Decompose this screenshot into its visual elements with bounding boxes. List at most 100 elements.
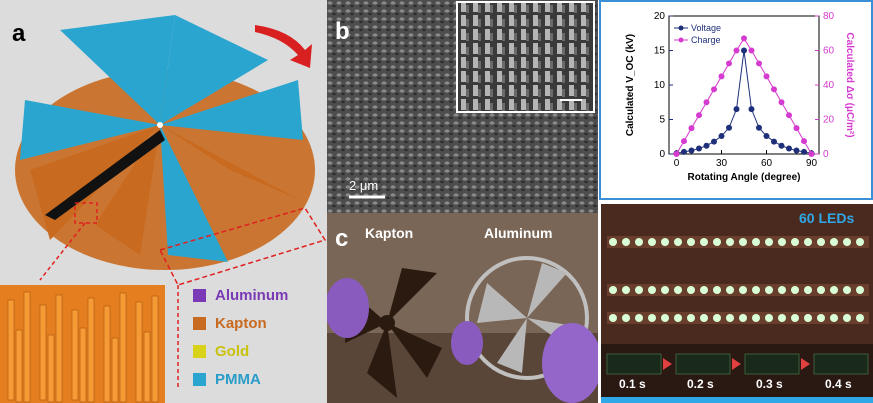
led-light <box>739 314 747 322</box>
arrow-right-icon <box>732 358 741 370</box>
led-light <box>765 286 773 294</box>
led-light <box>687 286 695 294</box>
led-strip <box>607 312 869 324</box>
y-right-axis-title: Calculated Δσ (μC/m²) <box>844 32 855 137</box>
panel-c-device-photo: c Kapton Aluminum <box>327 213 598 403</box>
led-light <box>674 286 682 294</box>
y-right-tick-label: 80 <box>823 11 835 22</box>
y-right-tick-label: 40 <box>823 80 835 91</box>
panel-e-led-photo: 60 LEDs 0.1 s 0.2 s 0.3 s 0.4 s <box>601 204 873 403</box>
legend-marker-charge <box>678 37 684 43</box>
y-left-tick-label: 5 <box>659 115 665 126</box>
led-light <box>700 314 708 322</box>
data-point-charge <box>673 151 680 157</box>
legend-gold: Gold <box>215 343 250 360</box>
data-point-charge <box>711 86 717 93</box>
series-line-voltage <box>676 50 812 154</box>
led-light <box>674 238 682 246</box>
panel-b-sem-image: b 2 μm <box>327 0 598 213</box>
data-point-charge <box>763 73 770 80</box>
data-point-charge <box>801 138 807 145</box>
led-light <box>661 286 669 294</box>
data-point-charge <box>771 86 777 93</box>
led-count-label: 60 LEDs <box>799 210 855 226</box>
data-point-charge <box>696 112 702 119</box>
led-light <box>830 238 838 246</box>
led-light <box>752 286 760 294</box>
rotary-disk-schematic <box>0 15 327 403</box>
led-light <box>843 314 851 322</box>
led-light <box>687 314 695 322</box>
led-light <box>778 238 786 246</box>
x-tick-label: 0 <box>674 158 680 169</box>
panel-label-c: c <box>335 225 349 252</box>
y-left-tick-label: 10 <box>654 80 666 91</box>
led-light <box>661 238 669 246</box>
legend-kapton: Kapton <box>215 315 267 332</box>
led-light <box>856 314 864 322</box>
led-light <box>856 238 864 246</box>
led-light <box>674 314 682 322</box>
led-board-drawing <box>601 204 873 403</box>
led-light <box>804 238 812 246</box>
led-light <box>739 286 747 294</box>
data-point-voltage <box>696 145 702 152</box>
gold-swatch <box>193 345 206 358</box>
led-light <box>648 286 656 294</box>
y-right-tick-label: 60 <box>823 46 835 57</box>
data-point-voltage <box>786 145 792 152</box>
data-point-voltage <box>733 106 740 113</box>
x-tick-label: 30 <box>716 158 728 169</box>
data-point-charge <box>718 73 725 80</box>
led-light <box>726 238 734 246</box>
data-point-voltage <box>726 124 732 131</box>
y-left-tick-label: 0 <box>659 149 665 160</box>
data-point-charge <box>688 125 695 132</box>
led-light <box>713 238 721 246</box>
led-light <box>635 314 643 322</box>
kapton-caption: Kapton <box>365 225 414 241</box>
panel-label-a: a <box>12 20 26 47</box>
data-point-voltage <box>793 147 800 154</box>
led-light <box>635 238 643 246</box>
led-light <box>726 314 734 322</box>
arrow-right-icon <box>663 358 672 370</box>
aluminum-caption: Aluminum <box>484 225 553 241</box>
led-light <box>830 286 838 294</box>
data-point-voltage <box>711 138 717 145</box>
sem-texture <box>327 0 598 213</box>
led-light <box>752 238 760 246</box>
led-light <box>817 286 825 294</box>
frame-thumbnail <box>606 353 662 375</box>
arrow-right-icon <box>801 358 810 370</box>
frame-thumbnail <box>675 353 731 375</box>
led-light <box>648 238 656 246</box>
data-point-charge <box>756 60 762 67</box>
data-point-charge <box>748 47 755 54</box>
data-point-charge <box>741 35 747 42</box>
data-point-voltage <box>778 142 785 149</box>
panel-a-device-schematic: a Aluminum Kapton Gold PMMA <box>0 0 327 403</box>
y-left-tick-label: 20 <box>654 11 666 22</box>
led-light <box>726 286 734 294</box>
rotation-arrow-icon <box>255 25 312 68</box>
led-light <box>765 238 773 246</box>
led-light <box>817 238 825 246</box>
led-light <box>739 238 747 246</box>
led-light <box>856 286 864 294</box>
panel-d-chart: 0 30 60 90 0 5 10 15 20 0 20 40 60 80 Rotating Angle (… <box>599 0 873 200</box>
time-label-4: 0.4 s <box>825 377 852 391</box>
led-light <box>817 314 825 322</box>
panel-label-b: b <box>335 18 350 45</box>
led-light <box>843 286 851 294</box>
led-light <box>804 286 812 294</box>
led-light <box>830 314 838 322</box>
data-point-voltage <box>681 148 687 155</box>
y-right-tick-label: 0 <box>823 149 829 160</box>
led-strip <box>607 284 869 296</box>
x-tick-label: 60 <box>761 158 773 169</box>
voltage-charge-chart: 0 30 60 90 0 5 10 15 20 0 20 40 60 80 Rotating Angle (… <box>625 11 855 183</box>
frame-thumbnail <box>813 353 869 375</box>
data-point-charge <box>808 151 815 157</box>
led-light <box>700 286 708 294</box>
